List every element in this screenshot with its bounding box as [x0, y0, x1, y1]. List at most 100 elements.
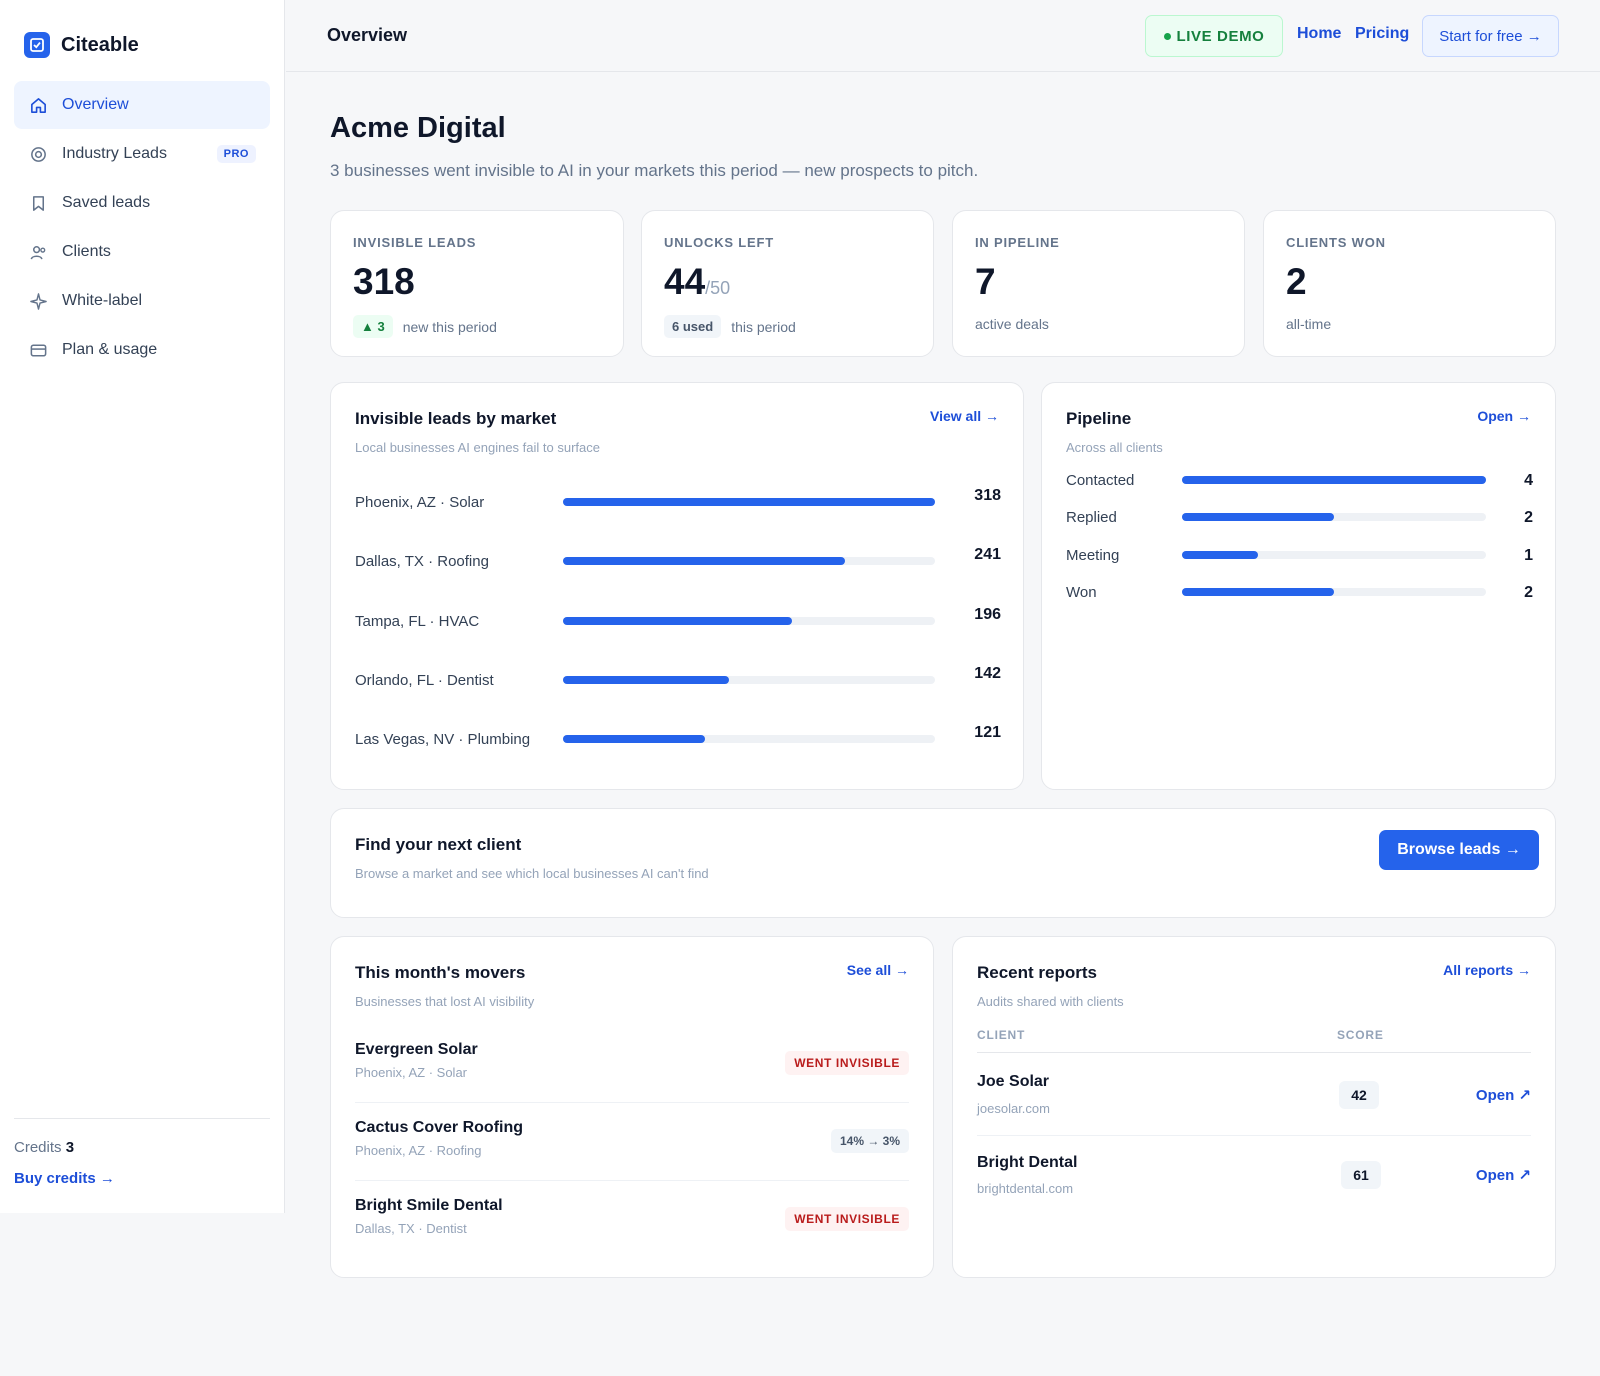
pipeline-bar-label: Meeting — [1066, 546, 1120, 564]
market-bar-label: Phoenix, AZ · Solar — [355, 494, 485, 511]
stat-footnote: active deals — [975, 316, 1049, 332]
stat-label: CLIENTS WON — [1286, 235, 1386, 250]
pipeline-bar-row: Meeting 1 — [1066, 540, 1533, 570]
divider — [355, 1102, 909, 1103]
card-subtitle: Local businesses AI engines fail to surf… — [355, 440, 600, 455]
card-title: Invisible leads by market — [355, 409, 557, 428]
stat-card-in-pipeline: IN PIPELINE 7 active deals — [952, 210, 1245, 357]
market-bar — [563, 675, 730, 684]
stat-card-clients-won: CLIENTS WON 2 all-time — [1263, 210, 1556, 357]
market-bar — [563, 735, 705, 744]
sidebar-item-label: Plan & usage — [62, 341, 158, 358]
sidebar-item-label: Clients — [62, 243, 111, 260]
open-pipeline-link[interactable]: Open → — [1477, 408, 1531, 424]
sidebar-item-saved-leads[interactable]: Saved leads — [14, 179, 270, 227]
market-bar-row: Las Vegas, NV · Plumbing 121 — [355, 724, 1001, 754]
reports-card: Recent reports Audits shared with client… — [952, 936, 1556, 1278]
sparkle-icon — [28, 291, 48, 311]
market-bar-row: Tampa, FL · HVAC 196 — [355, 606, 1001, 636]
market-bar-label: Dallas, TX · Roofing — [355, 553, 489, 571]
sidebar-item-overview[interactable]: Overview — [14, 81, 270, 129]
pipeline-bar-row: Contacted 4 — [1066, 465, 1533, 495]
list-item[interactable]: Cactus Cover Roofing Phoenix, AZ · Roofi… — [355, 1119, 909, 1158]
stat-label: INVISIBLE LEADS — [353, 235, 477, 250]
open-report-link[interactable]: Open ↗ — [1475, 1087, 1531, 1104]
app-logo[interactable]: Citeable — [24, 32, 139, 58]
market-value-label: 142 — [974, 664, 1001, 682]
pipeline-bar — [1182, 513, 1334, 522]
all-reports-link[interactable]: All reports → — [1443, 962, 1531, 978]
sidebar-item-industry-leads[interactable]: Industry Leads PRO — [14, 130, 270, 178]
stat-value: 7 — [975, 261, 996, 302]
delta-badge: ▲ 3 — [353, 315, 393, 338]
status-badge: WENT INVISIBLE — [785, 1051, 909, 1075]
card-subtitle: Across all clients — [1066, 440, 1163, 455]
topbar: Overview LIVE DEMO Home Pricing Start fo… — [286, 0, 1600, 72]
sidebar-item-clients[interactable]: Clients — [14, 228, 270, 276]
view-all-markets-link[interactable]: View all → — [930, 408, 999, 424]
market-bar — [563, 557, 845, 566]
pipeline-chart-card: Pipeline Across all clients Open → Conta… — [1041, 382, 1556, 790]
score-badge: 42 — [1339, 1081, 1379, 1109]
column-header-score: SCORE — [1337, 1028, 1384, 1042]
page-title: Overview — [327, 25, 408, 45]
credits-value: 3 — [65, 1139, 75, 1156]
start-for-free-button[interactable]: Start for free → — [1422, 15, 1559, 57]
live-demo-label: LIVE DEMO — [1176, 27, 1265, 45]
market-bar-row: Dallas, TX · Roofing 241 — [355, 546, 1001, 576]
users-icon — [28, 242, 48, 262]
mover-location: Dallas, TX · Dentist — [355, 1221, 467, 1236]
pipeline-bar — [1182, 587, 1334, 596]
mover-location: Phoenix, AZ · Roofing — [355, 1143, 482, 1158]
buy-credits-link[interactable]: Buy credits → — [14, 1170, 115, 1187]
divider — [977, 1135, 1531, 1136]
card-title: Find your next client — [355, 835, 522, 854]
see-all-movers-link[interactable]: See all → — [846, 962, 909, 978]
mover-location: Phoenix, AZ · Solar — [355, 1065, 467, 1080]
sidebar-nav: Overview Industry Leads PRO Saved leads … — [14, 81, 270, 375]
market-value-label: 196 — [974, 605, 1001, 623]
workspace-title: Acme Digital — [330, 112, 506, 144]
sidebar-item-label: Saved leads — [62, 194, 151, 211]
card-title: This month's movers — [355, 963, 526, 982]
stat-footnote: all-time — [1286, 316, 1332, 332]
pro-badge: PRO — [216, 145, 256, 163]
status-badge: 14% → 3% — [830, 1129, 909, 1153]
sidebar-item-plan-usage[interactable]: Plan & usage — [14, 326, 270, 374]
pipeline-bar-row: Won 2 — [1066, 577, 1533, 607]
market-value-label: 121 — [974, 724, 1001, 742]
list-item[interactable]: Bright Smile Dental Dallas, TX · Dentist… — [355, 1197, 909, 1236]
pricing-link[interactable]: Pricing — [1355, 25, 1410, 42]
card-subtitle: Audits shared with clients — [977, 994, 1124, 1009]
pipeline-value-label: 4 — [1524, 472, 1533, 489]
app-name: Citeable — [61, 33, 139, 56]
market-bar-label: Tampa, FL · HVAC — [355, 612, 480, 630]
divider — [977, 1052, 1531, 1053]
home-link[interactable]: Home — [1297, 25, 1342, 42]
browse-leads-button[interactable]: Browse leads → — [1379, 830, 1539, 870]
status-badge: WENT INVISIBLE — [785, 1207, 909, 1231]
stat-footnote: this period — [731, 318, 796, 335]
stat-value-suffix: /50 — [705, 278, 731, 298]
column-header-client: CLIENT — [977, 1028, 1026, 1042]
sidebar: Citeable Overview Industry Leads PRO Sav… — [0, 0, 285, 1213]
sidebar-item-label: Industry Leads — [62, 145, 167, 162]
credits-balance: Credits 3 — [14, 1139, 270, 1156]
open-report-link[interactable]: Open ↗ — [1475, 1167, 1531, 1184]
score-badge: 61 — [1341, 1161, 1381, 1189]
pipeline-value-label: 2 — [1524, 583, 1533, 601]
list-item[interactable]: Evergreen Solar Phoenix, AZ · Solar WENT… — [355, 1041, 909, 1080]
stat-value: 44/50 — [664, 261, 730, 303]
pipeline-bar-track — [1182, 587, 1486, 596]
stat-label: UNLOCKS LEFT — [664, 235, 774, 250]
divider — [355, 1180, 909, 1181]
pipeline-value-label: 2 — [1524, 509, 1533, 527]
pipeline-value-label: 1 — [1524, 546, 1533, 564]
market-bar-label: Orlando, FL · Dentist — [355, 671, 494, 689]
sidebar-item-white-label[interactable]: White-label — [14, 277, 270, 325]
mover-name: Evergreen Solar — [355, 1041, 478, 1058]
market-bar-track — [563, 616, 935, 625]
market-bar-row: Orlando, FL · Dentist 142 — [355, 665, 1001, 695]
target-icon — [28, 144, 48, 164]
market-bar-track — [563, 498, 935, 506]
